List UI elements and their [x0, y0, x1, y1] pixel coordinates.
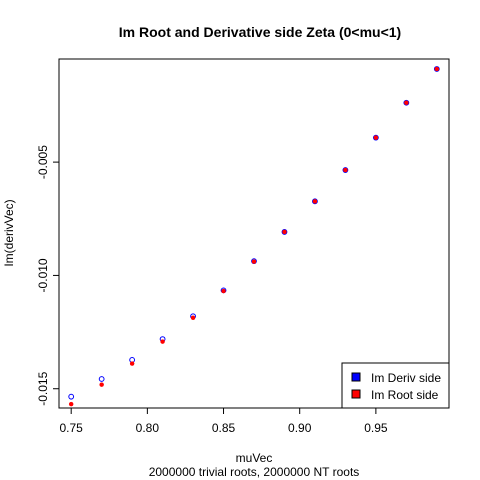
x-axis: 0.75 0.80 0.85 0.90 0.95	[60, 408, 388, 435]
root-point	[312, 199, 318, 204]
root-point	[99, 382, 104, 387]
legend-swatch-deriv	[351, 372, 361, 382]
y-tick-label: -0.015	[36, 371, 50, 405]
x-tick-label: 0.85	[212, 421, 236, 435]
x-tick-label: 0.75	[60, 421, 84, 435]
root-point	[221, 288, 226, 294]
deriv-point	[68, 393, 75, 400]
root-point	[404, 100, 409, 105]
y-axis-label: Im(derivVec)	[2, 199, 16, 266]
root-point	[434, 66, 440, 72]
y-tick-label: -0.005	[36, 145, 50, 179]
x-tick-label: 0.90	[288, 421, 312, 435]
legend: Im Deriv side Im Root side	[341, 362, 450, 409]
plot-frame	[58, 58, 450, 409]
x-axis-label: muVec	[236, 451, 273, 465]
x-tick-label: 0.80	[136, 421, 160, 435]
deriv-point	[98, 376, 105, 382]
root-point	[190, 315, 196, 321]
chart-subtitle: 2000000 trivial roots, 2000000 NT roots	[149, 465, 360, 479]
root-point	[282, 229, 287, 235]
root-point	[251, 259, 257, 264]
legend-label-root: Im Root side	[371, 388, 439, 402]
root-point	[343, 167, 348, 173]
root-point	[373, 135, 379, 140]
legend-swatch-root	[351, 389, 361, 399]
chart-title: Im Root and Derivative side Zeta (0<mu<1…	[119, 24, 401, 40]
root-point	[129, 361, 135, 366]
legend-label-deriv: Im Deriv side	[371, 371, 441, 385]
data-points	[68, 66, 440, 407]
legend-box	[341, 362, 450, 409]
root-point	[68, 401, 74, 407]
y-axis: -0.015 -0.010 -0.005	[36, 145, 59, 406]
y-tick-label: -0.010	[36, 258, 50, 292]
x-tick-label: 0.95	[364, 421, 388, 435]
root-point	[160, 339, 165, 344]
